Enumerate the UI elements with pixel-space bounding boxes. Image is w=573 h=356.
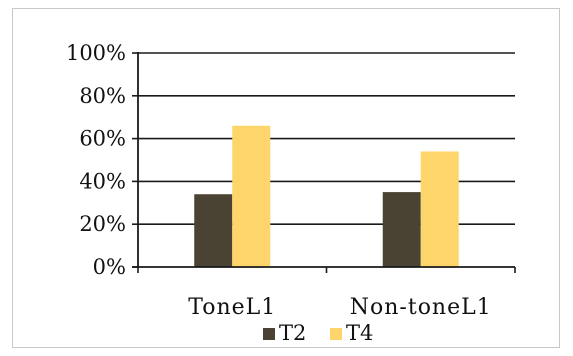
legend: T2 T4 <box>263 321 373 345</box>
y-tick-label: 60% <box>79 127 126 151</box>
bar-t4-tonel1 <box>232 125 271 267</box>
y-tick-label: 80% <box>79 84 126 108</box>
y-tick-label: 100% <box>66 41 126 65</box>
category-label: Non-toneL1 <box>350 295 492 320</box>
bar-t2-non-tonel1 <box>382 192 421 267</box>
axes <box>132 52 516 273</box>
y-tick-label: 0% <box>93 255 126 279</box>
legend-swatch <box>330 328 342 340</box>
bar-t4-non-tonel1 <box>420 151 459 267</box>
bars <box>194 125 459 267</box>
bar-t2-tonel1 <box>194 194 233 267</box>
legend-swatch <box>263 328 275 340</box>
y-tick-label: 40% <box>79 169 126 193</box>
chart-frame <box>12 8 560 348</box>
legend-label: T2 <box>279 321 306 345</box>
legend-label: T4 <box>346 321 373 345</box>
category-label: ToneL1 <box>188 295 276 320</box>
y-tick-labels: 0% 20% 40% 60% 80% 100% <box>66 41 126 279</box>
legend-item-t4: T4 <box>330 321 373 345</box>
category-labels: ToneL1 Non-toneL1 <box>188 295 492 320</box>
legend-item-t2: T2 <box>263 321 306 345</box>
y-tick-label: 20% <box>79 212 126 236</box>
